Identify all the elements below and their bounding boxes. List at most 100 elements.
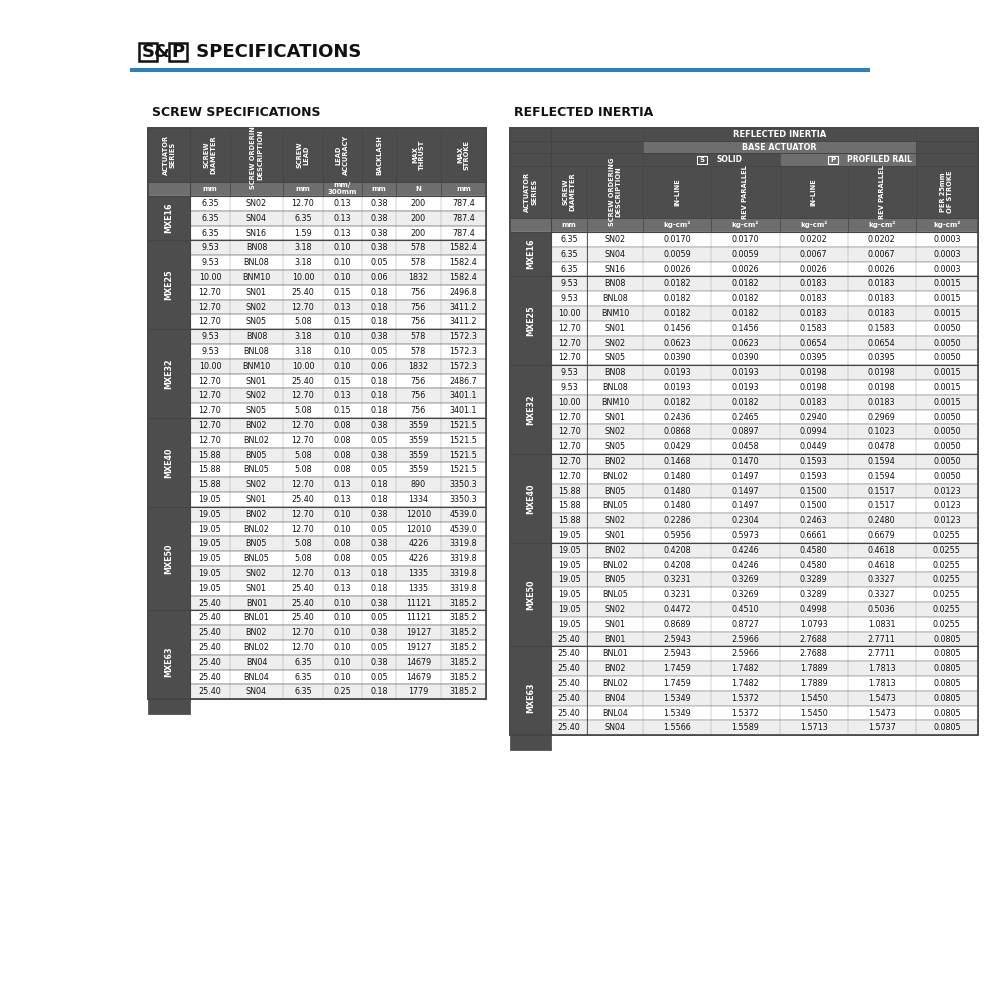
Text: 1.5473: 1.5473 [868,694,896,703]
Bar [148,255,486,270]
Text: SN16: SN16 [246,229,267,237]
Text: 12010: 12010 [406,524,431,534]
Text: 19.05: 19.05 [558,620,581,629]
Text: 10.00: 10.00 [199,362,221,371]
Text: 0.0015: 0.0015 [933,383,961,392]
Text: 1521.5: 1521.5 [450,436,477,445]
Text: 0.18: 0.18 [370,391,388,400]
Text: 0.0654: 0.0654 [868,338,896,348]
Text: 0.1480: 0.1480 [664,472,691,481]
Text: 2.7688: 2.7688 [800,635,827,644]
Text: SCREW SPECIFICATIONS: SCREW SPECIFICATIONS [152,105,320,118]
Text: IN-LINE: IN-LINE [674,178,680,206]
Text: 19.05: 19.05 [199,554,221,563]
Text: 6.35: 6.35 [560,264,578,273]
Text: 2.7711: 2.7711 [868,635,896,644]
Text: 0.4998: 0.4998 [800,605,827,614]
Text: 0.0654: 0.0654 [800,338,827,348]
Text: MXE25: MXE25 [526,305,535,336]
Text: 0.0255: 0.0255 [933,531,961,540]
Text: 0.0198: 0.0198 [868,368,896,377]
Text: REFLECTED INERTIA: REFLECTED INERTIA [514,105,653,118]
Text: 0.6679: 0.6679 [868,531,896,540]
Text: ACTUATOR
SERIES: ACTUATOR SERIES [524,172,537,212]
Text: 4226: 4226 [408,554,429,563]
Text: 6.35: 6.35 [560,235,578,244]
Text: 0.0050: 0.0050 [933,472,961,481]
Text: BN01: BN01 [246,598,267,607]
Text: 0.0170: 0.0170 [732,235,759,244]
Text: 15.88: 15.88 [558,516,581,525]
Bar [643,153,780,166]
Text: 0.0202: 0.0202 [800,235,827,244]
Text: 756: 756 [411,406,426,415]
Text: 200: 200 [411,229,426,237]
Text: 12.70: 12.70 [199,317,221,326]
Bar [130,68,870,72]
Text: 12.70: 12.70 [292,524,314,534]
Text: 1.5450: 1.5450 [800,708,827,718]
Text: SPECIFICATIONS: SPECIFICATIONS [190,43,361,61]
Text: BNL02: BNL02 [602,472,628,481]
Text: 0.8689: 0.8689 [664,620,691,629]
Text: 19.05: 19.05 [199,569,221,578]
Text: 0.0050: 0.0050 [933,427,961,436]
Text: 3185.2: 3185.2 [450,598,477,607]
Text: 787.4: 787.4 [452,229,475,237]
Text: 0.1480: 0.1480 [664,501,691,510]
Bar [510,262,978,276]
Text: 25.40: 25.40 [558,664,581,673]
Text: 19.05: 19.05 [558,590,581,599]
Text: 10.00: 10.00 [558,398,580,407]
Text: 12.70: 12.70 [292,199,314,208]
Text: MXE32: MXE32 [526,394,535,425]
Text: 0.0050: 0.0050 [933,324,961,333]
Bar [148,433,486,448]
Text: 890: 890 [411,480,426,489]
Text: 0.0198: 0.0198 [800,383,827,392]
Text: 2.5943: 2.5943 [663,649,691,658]
Text: 12010: 12010 [406,510,431,519]
Text: 0.05: 0.05 [370,436,388,445]
Text: 0.15: 0.15 [334,288,351,297]
Text: 4539.0: 4539.0 [450,510,477,519]
Text: 0.10: 0.10 [334,347,351,356]
Text: 0.0183: 0.0183 [868,294,895,303]
Bar [148,536,486,551]
Bar [510,720,978,735]
Text: S: S [700,156,705,162]
Text: 0.0067: 0.0067 [800,250,827,259]
Text: 0.18: 0.18 [370,584,388,593]
Text: 2.5966: 2.5966 [732,649,759,658]
Text: 0.0123: 0.0123 [933,501,961,510]
Text: 1.59: 1.59 [294,229,312,237]
Text: SN02: SN02 [246,391,267,400]
Text: 14679: 14679 [406,672,431,682]
Bar [510,232,978,247]
Text: 9.53: 9.53 [201,243,219,252]
Text: 0.10: 0.10 [334,524,351,534]
Text: 2486.7: 2486.7 [450,376,477,385]
Text: 1.5372: 1.5372 [732,708,759,718]
Bar [148,625,486,640]
Text: 1.7482: 1.7482 [732,679,759,688]
Text: 10.00: 10.00 [292,362,314,371]
Bar [510,232,551,276]
Text: 6.35: 6.35 [201,199,219,208]
Text: 11121: 11121 [406,613,431,622]
Text: MXE40: MXE40 [526,483,535,514]
Text: 0.10: 0.10 [334,672,351,682]
Text: BNL02: BNL02 [244,436,269,445]
Text: SN16: SN16 [605,264,626,273]
Text: SN01: SN01 [246,584,267,593]
Text: 12.70: 12.70 [558,412,581,422]
Text: SN04: SN04 [246,214,267,223]
Text: 0.18: 0.18 [370,376,388,385]
Text: 0.15: 0.15 [334,317,351,326]
Text: SN02: SN02 [246,302,267,312]
Text: 0.0059: 0.0059 [663,250,691,259]
Bar [148,329,486,344]
Text: 1779: 1779 [408,687,429,696]
Text: 1521.5: 1521.5 [450,465,477,474]
Text: 578: 578 [411,243,426,252]
